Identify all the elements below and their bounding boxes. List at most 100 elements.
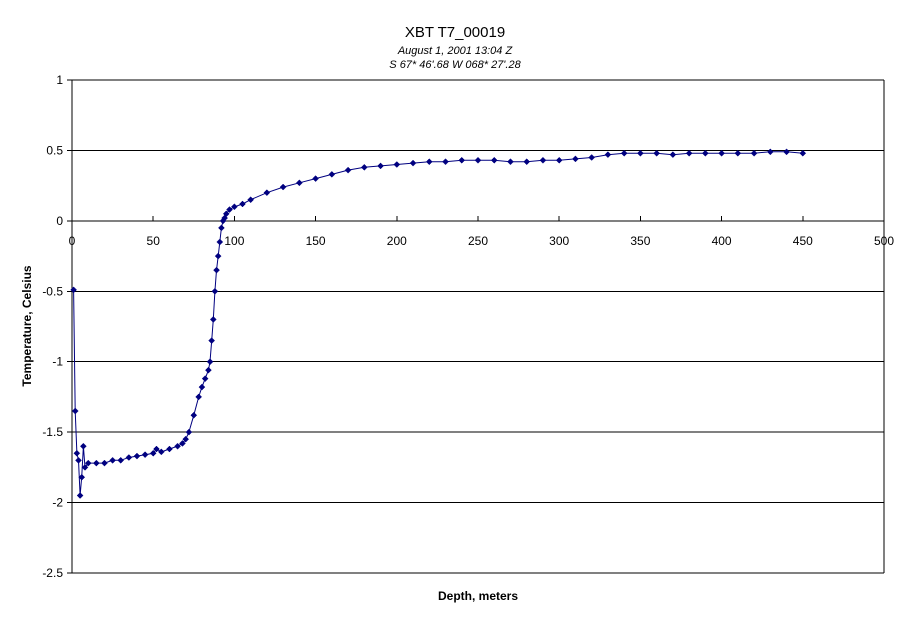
data-point-17: [153, 445, 160, 453]
data-point-27: [201, 375, 209, 382]
data-point-76: [783, 148, 790, 156]
data-point-26: [198, 383, 206, 391]
data-point-72: [718, 149, 725, 157]
x-tick-label-3: 150: [306, 234, 326, 248]
chart-subtitle-position: S 67* 46'.68 W 068* 27'.28: [389, 59, 521, 71]
data-point-73: [734, 149, 742, 157]
x-tick-label-5: 250: [468, 234, 488, 248]
data-point-61: [539, 156, 547, 164]
data-point-49: [344, 166, 352, 174]
y-axis-tick-labels: 1 0.5 0 -0.5 -1 -1.5 -2 -2.5: [42, 73, 63, 580]
data-point-52: [393, 161, 401, 168]
x-tick-label-8: 400: [712, 234, 732, 248]
x-tick-label-6: 300: [549, 234, 569, 248]
x-tick-label-1: 50: [147, 234, 161, 248]
data-point-16: [149, 449, 157, 457]
data-point-9: [93, 459, 100, 467]
data-point-10: [101, 459, 108, 467]
data-point-12: [117, 456, 125, 464]
data-point-19: [166, 445, 173, 453]
data-point-77: [799, 149, 807, 157]
data-point-42: [239, 200, 246, 208]
y-tick-label-6: -2: [52, 496, 63, 510]
y-axis-title: Temperature, Celsius: [20, 265, 34, 386]
x-tick-label-9: 450: [793, 234, 813, 248]
y-tick-label-5: -1.5: [42, 425, 63, 439]
data-point-39: [222, 210, 230, 218]
data-point-54: [425, 158, 433, 166]
data-point-34: [214, 252, 222, 260]
x-axis-title: Depth, meters: [438, 589, 518, 603]
data-point-58: [490, 156, 498, 164]
y-tick-label-3: -0.5: [42, 284, 63, 298]
data-point-13: [125, 454, 133, 461]
data-point-33: [213, 266, 220, 274]
data-point-75: [766, 148, 774, 156]
data-point-31: [209, 316, 217, 323]
data-point-24: [190, 411, 198, 419]
data-point-22: [182, 435, 190, 443]
chart-subtitle-date: August 1, 2001 13:04 Z: [397, 45, 514, 57]
data-point-1: [71, 407, 79, 415]
y-tick-label-0: 1: [56, 73, 63, 87]
data-point-18: [157, 448, 165, 456]
y-tick-label-7: -2.5: [42, 566, 63, 580]
data-point-63: [572, 155, 579, 163]
data-point-40: [226, 206, 233, 213]
data-point-32: [211, 287, 219, 295]
data-point-20: [174, 442, 181, 450]
data-point-74: [750, 149, 758, 157]
data-point-69: [669, 151, 677, 159]
data-point-60: [523, 158, 531, 166]
x-axis-tick-labels: 0 50 100 150 200 250 300 350 400 450 500: [69, 234, 895, 248]
data-point-29: [206, 358, 214, 366]
axes: [67, 79, 885, 574]
y-tick-label-4: -1: [52, 355, 63, 369]
data-point-4: [76, 492, 84, 499]
data-point-62: [555, 156, 563, 164]
data-point-35: [216, 238, 224, 246]
x-tick-label-2: 100: [224, 234, 244, 248]
temperature-series: [70, 148, 807, 499]
data-point-64: [588, 154, 596, 161]
data-point-66: [620, 149, 628, 157]
data-point-55: [442, 158, 449, 166]
x-tick-label-10: 500: [874, 234, 894, 248]
data-point-68: [653, 149, 660, 157]
data-point-41: [231, 203, 238, 211]
data-point-59: [507, 158, 514, 166]
data-point-7: [81, 464, 89, 471]
data-point-28: [205, 366, 212, 374]
data-point-14: [133, 452, 141, 460]
data-point-5: [78, 473, 86, 481]
data-point-53: [409, 159, 417, 167]
data-point-15: [141, 451, 149, 459]
data-point-48: [328, 171, 336, 178]
data-point-6: [80, 442, 87, 450]
data-point-23: [185, 428, 193, 436]
y-tick-label-1: 0.5: [46, 143, 63, 157]
data-point-8: [84, 459, 92, 467]
data-point-11: [109, 456, 116, 464]
data-point-57: [474, 156, 482, 164]
data-point-46: [296, 179, 303, 187]
data-point-45: [279, 183, 287, 191]
data-point-25: [195, 393, 203, 401]
data-point-43: [247, 196, 254, 204]
data-point-44: [263, 189, 271, 197]
data-point-71: [702, 149, 709, 157]
data-point-51: [377, 162, 384, 170]
data-point-0: [70, 286, 77, 294]
data-point-30: [208, 337, 216, 344]
data-point-67: [637, 149, 644, 157]
gridlines: [72, 79, 885, 574]
data-point-70: [685, 149, 693, 157]
data-point-50: [360, 163, 368, 171]
data-point-21: [179, 440, 186, 447]
x-tick-label-7: 350: [630, 234, 650, 248]
data-point-2: [73, 449, 81, 457]
x-tick-label-0: 0: [69, 234, 76, 248]
chart-title: XBT T7_00019: [405, 24, 505, 41]
data-point-3: [75, 456, 82, 464]
